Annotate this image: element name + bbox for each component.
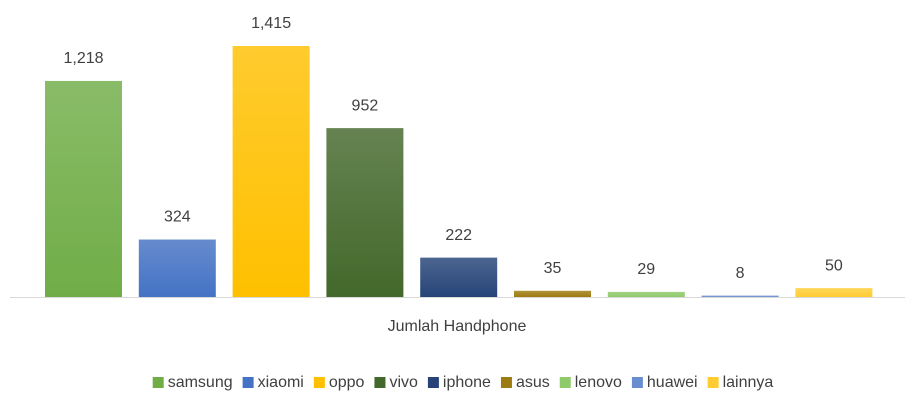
- legend-label: oppo: [329, 374, 365, 391]
- data-label: 1,415: [251, 15, 291, 32]
- legend-label: samsung: [168, 374, 233, 391]
- bar: [138, 239, 216, 297]
- legend-swatch: [707, 377, 719, 388]
- bar: [45, 80, 122, 297]
- legend-swatch: [559, 377, 571, 388]
- legend-swatch: [152, 377, 164, 388]
- bar: [232, 46, 310, 297]
- data-label: 50: [825, 257, 843, 274]
- bar: [420, 257, 498, 297]
- legend-swatch: [313, 377, 325, 388]
- legend-swatch: [242, 377, 254, 388]
- legend-swatch: [631, 377, 643, 388]
- legend-swatch: [374, 377, 386, 388]
- legend-label: iphone: [443, 374, 491, 391]
- bar: [701, 295, 779, 297]
- bar: [795, 288, 873, 297]
- legend-swatch: [427, 377, 439, 388]
- legend-label: xiaomi: [258, 374, 304, 391]
- x-tick-label: Jumlah Handphone: [388, 318, 527, 335]
- data-label: 222: [445, 227, 472, 244]
- bar: [326, 128, 404, 297]
- data-label: 1,218: [63, 50, 103, 67]
- legend-swatch: [500, 377, 512, 388]
- bar: [607, 291, 685, 297]
- legend-label: lainnya: [723, 374, 774, 391]
- data-label: 29: [637, 261, 655, 278]
- data-label: 952: [352, 97, 379, 114]
- legend-label: lenovo: [575, 374, 622, 391]
- data-label: 35: [544, 260, 562, 277]
- legend-label: asus: [516, 374, 550, 391]
- data-label: 8: [736, 265, 745, 282]
- data-label: 324: [164, 209, 191, 226]
- legend-label: vivo: [389, 374, 418, 391]
- legend-label: huawei: [647, 374, 698, 391]
- bar: [514, 290, 591, 297]
